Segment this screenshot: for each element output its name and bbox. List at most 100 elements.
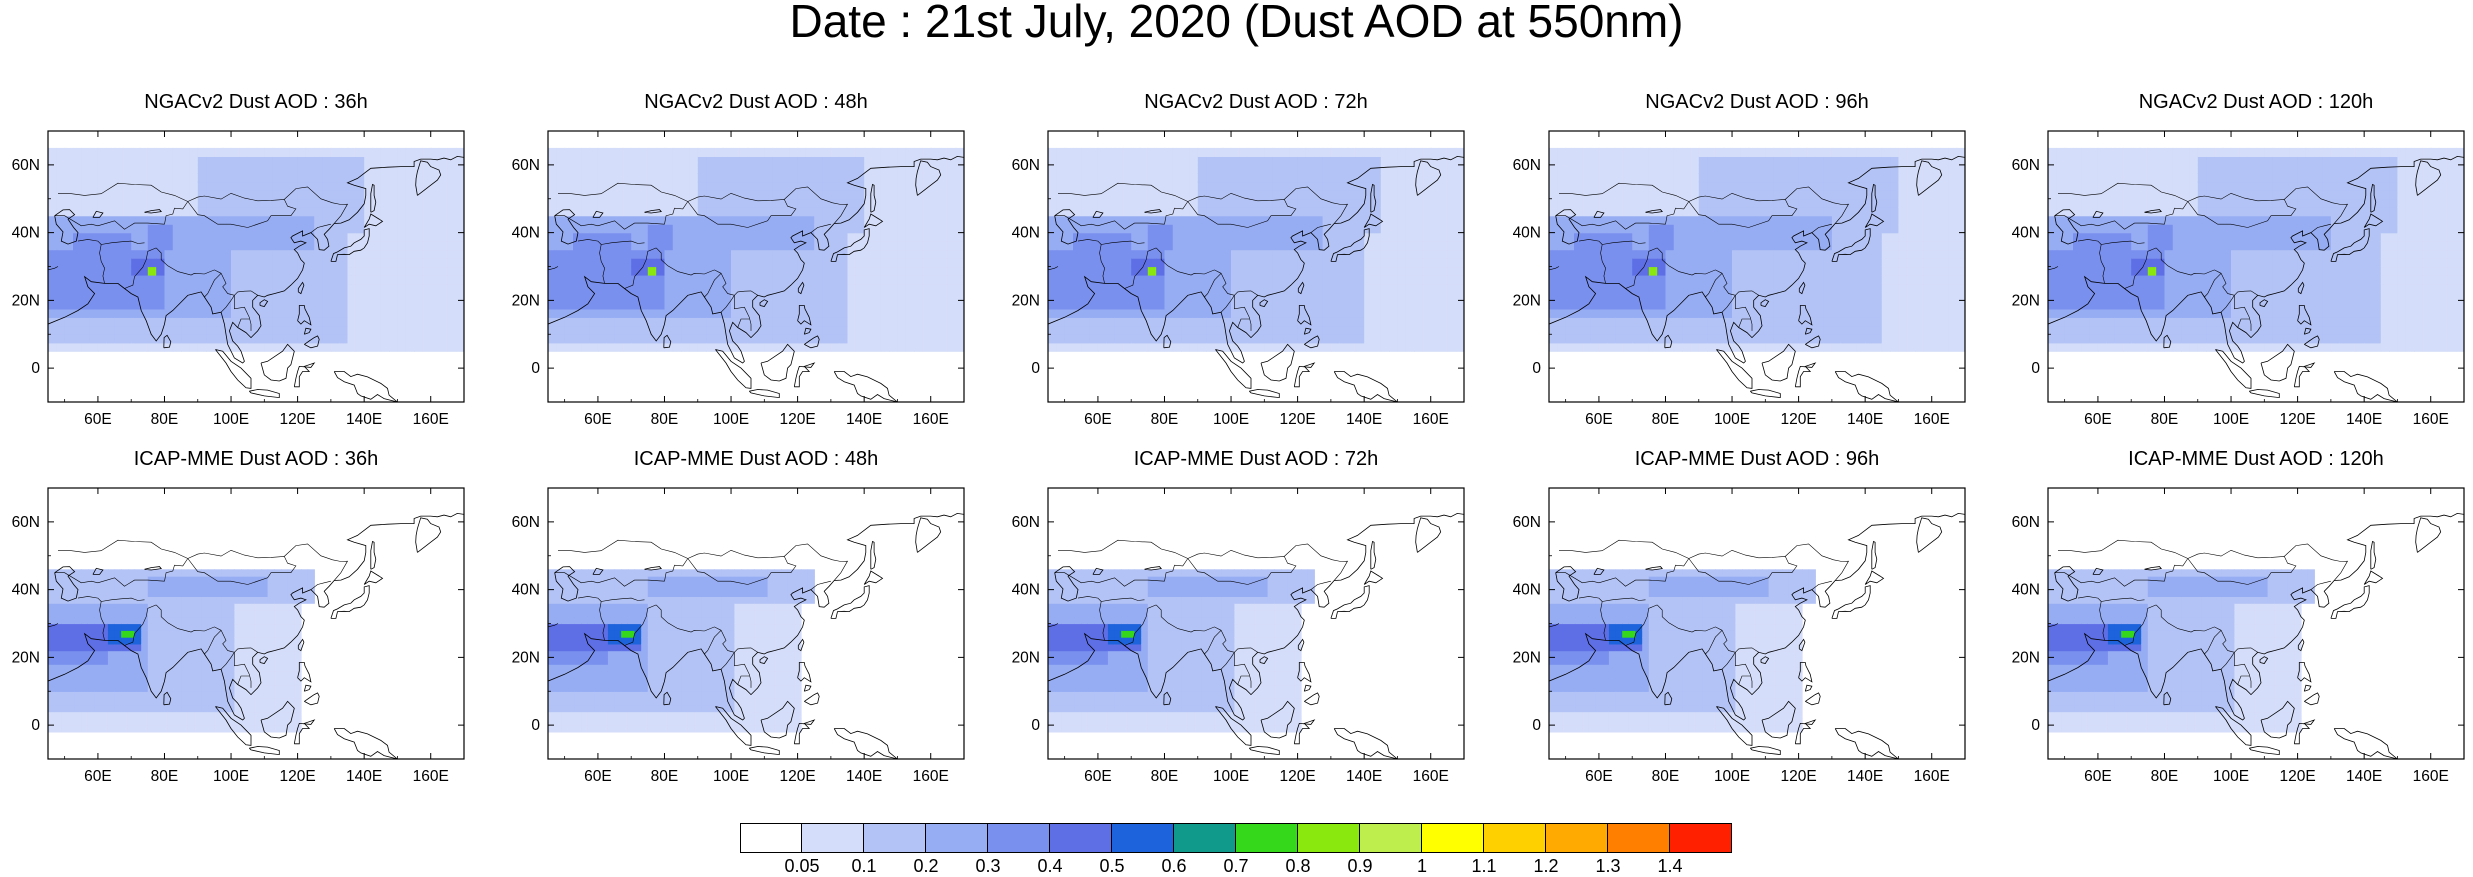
aod-cell	[1173, 300, 1182, 309]
aod-cell	[922, 224, 931, 233]
aod-cell	[1574, 241, 1583, 250]
aod-cell	[631, 156, 640, 165]
aod-cell	[1206, 165, 1215, 174]
aod-cell	[689, 207, 698, 216]
aod-cell	[1181, 292, 1190, 301]
aod-cell	[806, 207, 815, 216]
aod-cell	[1323, 343, 1332, 352]
aod-cell	[1206, 224, 1215, 233]
aod-cell	[439, 317, 448, 326]
aod-cell	[397, 173, 406, 182]
aod-cell	[1624, 182, 1633, 191]
aod-cell	[1907, 233, 1916, 242]
aod-cell	[689, 326, 698, 335]
aod-cell	[889, 258, 898, 267]
aod-cell	[1339, 326, 1348, 335]
aod-cell	[731, 165, 740, 174]
aod-cell	[1874, 241, 1883, 250]
lon-tick-label: 160E	[1413, 411, 1449, 428]
aod-cell	[1406, 292, 1415, 301]
aod-cell	[1624, 317, 1633, 326]
aod-cell	[1865, 317, 1874, 326]
aod-cell	[56, 309, 65, 318]
aod-cell	[931, 207, 940, 216]
aod-cell	[781, 300, 790, 309]
aod-cell	[115, 258, 124, 267]
aod-cell	[1574, 283, 1583, 292]
aod-cell	[306, 190, 315, 199]
aod-cell	[298, 216, 307, 225]
aod-cell	[1874, 343, 1883, 352]
aod-cell	[1189, 224, 1198, 233]
aod-cell	[1799, 207, 1808, 216]
aod-cell	[1214, 199, 1223, 208]
aod-cell	[623, 300, 632, 309]
aod-cell	[1123, 199, 1132, 208]
aod-cell	[189, 182, 198, 191]
aod-cell	[1649, 148, 1658, 157]
aod-cell	[1447, 275, 1456, 284]
aod-cell	[1957, 216, 1966, 225]
aod-cell	[623, 250, 632, 259]
aod-cell	[906, 292, 915, 301]
aod-cell	[1549, 224, 1558, 233]
aod-cell	[1616, 300, 1625, 309]
aod-cell	[748, 216, 757, 225]
aod-cell	[1364, 267, 1373, 276]
aod-cell	[1807, 224, 1816, 233]
aod-cell	[1582, 326, 1591, 335]
aod-cell	[173, 156, 182, 165]
aod-cell	[739, 148, 748, 157]
aod-cell	[773, 165, 782, 174]
aod-cell	[456, 233, 465, 242]
aod-cell	[131, 156, 140, 165]
aod-cell	[1782, 182, 1791, 191]
aod-cell	[1624, 326, 1633, 335]
aod-cell	[1774, 267, 1783, 276]
aod-cell	[731, 309, 740, 318]
aod-cell	[1389, 309, 1398, 318]
aod-cell	[1281, 300, 1290, 309]
aod-cell	[565, 199, 574, 208]
aod-cell	[356, 258, 365, 267]
aod-cell	[48, 275, 57, 284]
aod-cell	[123, 343, 132, 352]
aod-cell	[673, 275, 682, 284]
aod-cell	[256, 148, 265, 157]
aod-cell	[1632, 309, 1641, 318]
aod-cell	[1923, 309, 1932, 318]
aod-cell	[1915, 224, 1924, 233]
aod-cell	[256, 300, 265, 309]
aod-cell	[831, 173, 840, 182]
aod-cell	[447, 216, 456, 225]
aod-cell	[447, 165, 456, 174]
aod-cell	[1381, 300, 1390, 309]
aod-cell	[1715, 241, 1724, 250]
aod-cell	[48, 190, 57, 199]
aod-cell	[1356, 343, 1365, 352]
aod-cell	[1591, 148, 1600, 157]
aod-cell	[1289, 283, 1298, 292]
aod-cell	[1248, 292, 1257, 301]
aod-cell	[1549, 241, 1558, 250]
aod-cell	[65, 292, 74, 301]
aod-cell	[1790, 165, 1799, 174]
aod-cell	[73, 173, 82, 182]
aod-cell	[1156, 233, 1165, 242]
aod-cell	[939, 326, 948, 335]
aod-cell	[298, 233, 307, 242]
aod-cell	[1198, 233, 1207, 242]
aod-cell	[1807, 199, 1816, 208]
aod-cell	[1616, 190, 1625, 199]
aod-cell	[1832, 182, 1841, 191]
aod-cell	[1165, 241, 1174, 250]
aod-cell	[65, 190, 74, 199]
aod-cell	[1406, 275, 1415, 284]
aod-cell	[1090, 326, 1099, 335]
aod-cell	[1815, 343, 1824, 352]
aod-cell	[823, 165, 832, 174]
aod-cell	[1356, 173, 1365, 182]
aod-cell	[1849, 199, 1858, 208]
aod-cell	[914, 173, 923, 182]
